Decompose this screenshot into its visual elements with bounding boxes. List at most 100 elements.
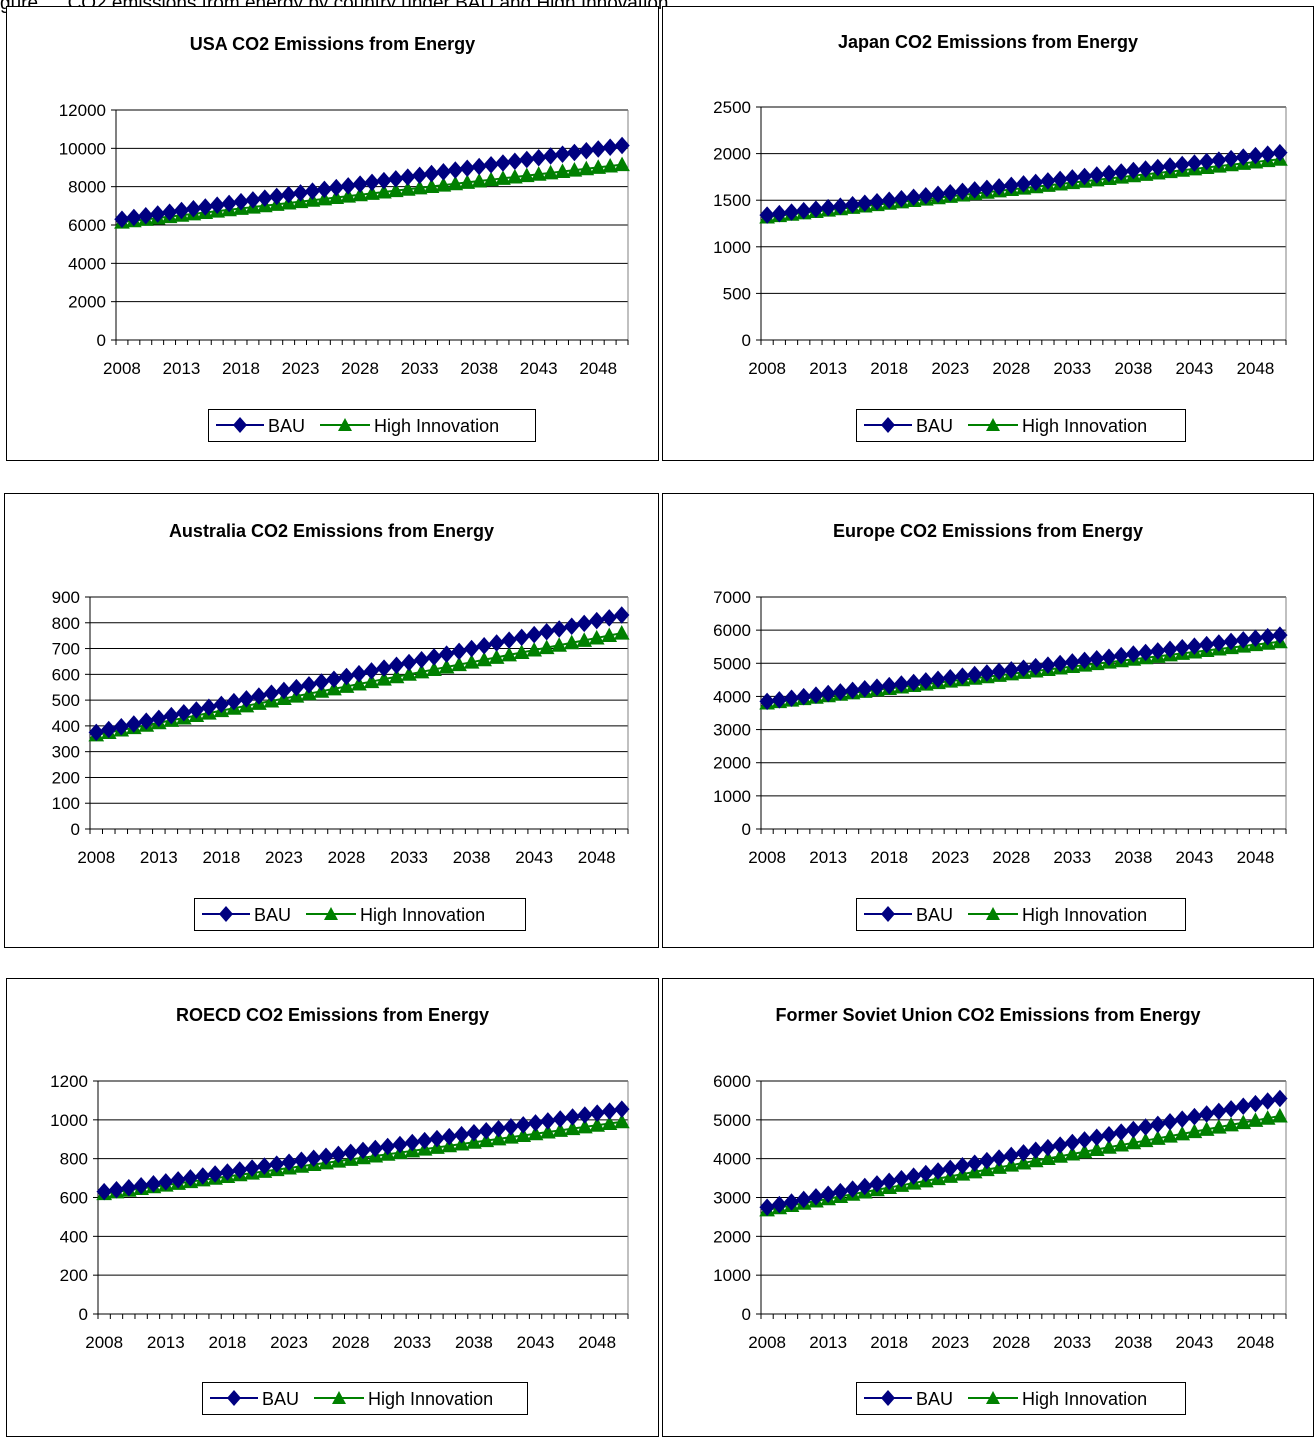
high-innovation-point: [399, 181, 416, 196]
bau-point: [540, 1112, 556, 1130]
bau-point: [857, 680, 873, 698]
bau-point: [589, 611, 605, 630]
y-tick-label: 2000: [713, 1227, 751, 1246]
high-innovation-point: [1174, 1125, 1191, 1141]
y-tick-label: 7000: [713, 588, 751, 607]
legend-bau-label: BAU: [916, 1389, 953, 1409]
bau-point: [388, 656, 405, 675]
legend-bau-label: BAU: [916, 905, 953, 925]
bau-point: [451, 642, 467, 661]
bau-point: [905, 188, 922, 207]
bau-point: [501, 631, 517, 649]
x-tick-label: 2043: [517, 1333, 555, 1352]
bau-point: [466, 1123, 482, 1142]
bau-point: [1211, 634, 1227, 652]
bau-point: [133, 1177, 149, 1195]
high-innovation-point: [1076, 1143, 1093, 1159]
bau-point: [88, 723, 104, 742]
legend-high-innovation-label: High Innovation: [374, 416, 499, 436]
high-innovation-point: [515, 1127, 532, 1142]
high-innovation-point: [501, 646, 517, 662]
bau-point: [893, 189, 910, 208]
bau-point: [233, 192, 249, 211]
bau-point: [138, 712, 154, 730]
bau-point: [1052, 654, 1068, 673]
x-tick-label: 2033: [393, 1333, 431, 1352]
legend-bau-marker: [881, 906, 895, 922]
bau-point: [304, 182, 321, 200]
bau-point: [966, 665, 983, 684]
x-tick-label: 2048: [578, 1333, 616, 1352]
chart-border: [6, 6, 659, 461]
x-tick-label: 2028: [992, 1333, 1030, 1352]
high-innovation-point: [991, 1159, 1007, 1174]
bau-point: [1198, 635, 1215, 654]
x-tick-label: 2043: [515, 848, 553, 867]
bau-point: [151, 709, 167, 728]
bau-point: [1260, 145, 1276, 163]
high-innovation-point: [589, 1117, 606, 1132]
bau-point: [954, 667, 971, 685]
legend-high-innovation-label: High Innovation: [1022, 416, 1147, 436]
x-tick-label: 2043: [1176, 848, 1214, 867]
legend-high-innovation-label: High Innovation: [368, 1389, 493, 1409]
bau-point: [476, 637, 492, 655]
x-tick-label: 2038: [455, 1333, 493, 1352]
chart-title: Former Soviet Union CO2 Emissions from E…: [775, 1005, 1200, 1025]
x-tick-label: 2018: [870, 1333, 908, 1352]
x-tick-label: 2008: [748, 848, 786, 867]
bau-point: [513, 628, 530, 647]
high-innovation-point: [351, 675, 367, 691]
y-tick-label: 2000: [713, 145, 751, 164]
bau-point: [244, 1159, 260, 1177]
legend-high-innovation-marker: [986, 418, 1000, 431]
y-tick-label: 4000: [713, 687, 751, 706]
high-innovation-point: [527, 1125, 544, 1141]
x-tick-label: 2028: [328, 848, 366, 867]
legend-high-innovation-label: High Innovation: [1022, 905, 1147, 925]
bau-point: [808, 200, 824, 218]
high-innovation-point: [352, 186, 368, 202]
high-innovation-point: [518, 167, 535, 183]
bau-point: [905, 673, 922, 692]
high-innovation-point: [1003, 1157, 1020, 1172]
bau-point: [447, 161, 464, 179]
x-tick-label: 2013: [809, 359, 847, 378]
chart-title: Australia CO2 Emissions from Energy: [169, 521, 494, 541]
chart-title: ROECD CO2 Emissions from Energy: [176, 1005, 489, 1025]
bau-point: [150, 205, 166, 223]
bau-point: [276, 681, 292, 700]
y-tick-label: 0: [742, 820, 751, 839]
x-tick-label: 2023: [931, 848, 969, 867]
bau-point: [400, 168, 416, 186]
x-tick-label: 2033: [1053, 1333, 1091, 1352]
bau-point: [1076, 651, 1093, 670]
bau-point: [207, 1165, 223, 1183]
high-innovation-point: [578, 160, 595, 176]
high-innovation-point: [1052, 1148, 1068, 1163]
high-innovation-point: [614, 156, 630, 172]
x-tick-label: 2018: [870, 848, 908, 867]
y-tick-label: 600: [60, 1189, 88, 1208]
bau-point: [832, 197, 849, 215]
bau-point: [426, 648, 442, 666]
bau-point: [1101, 164, 1117, 183]
bau-point: [483, 156, 499, 174]
high-innovation-point: [426, 661, 442, 676]
bau-point: [313, 673, 330, 691]
bau-point: [328, 178, 344, 197]
bau-point: [429, 1129, 445, 1148]
high-innovation-point: [513, 644, 530, 659]
high-innovation-point: [411, 179, 428, 195]
bau-point: [503, 1118, 519, 1136]
bau-point: [526, 625, 542, 644]
chart-border: [662, 6, 1314, 461]
bau-point: [441, 1127, 457, 1146]
bau-point: [589, 1104, 605, 1122]
x-tick-label: 2013: [147, 1333, 185, 1352]
bau-point: [251, 687, 267, 705]
x-tick-label: 2018: [870, 359, 908, 378]
x-tick-label: 2038: [460, 359, 498, 378]
y-tick-label: 400: [60, 1227, 88, 1246]
